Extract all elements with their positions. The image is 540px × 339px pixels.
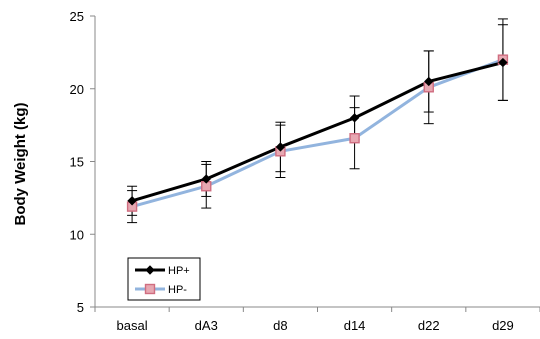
x-tick-label: d8: [273, 318, 287, 333]
x-tick-label: dA3: [195, 318, 218, 333]
series-line-hp-plus: [132, 63, 503, 201]
data-point-hp-minus: [350, 134, 359, 143]
series-layer: [127, 19, 508, 223]
x-tick-label: d29: [492, 318, 514, 333]
y-tick-label: 5: [77, 300, 84, 315]
y-tick-label: 20: [70, 82, 84, 97]
y-tick-label: 10: [70, 227, 84, 242]
y-axis-title: Body Weight (kg): [12, 102, 29, 225]
legend-label: HP-: [168, 284, 187, 296]
legend-swatch-marker: [146, 285, 155, 294]
x-tick-label: basal: [117, 318, 148, 333]
y-tick-label: 25: [70, 9, 84, 24]
legend-label: HP+: [168, 265, 190, 277]
x-tick-label: d14: [344, 318, 366, 333]
y-tick-label: 15: [70, 155, 84, 170]
legend: HP+ HP-: [128, 258, 200, 300]
x-tick-label: d22: [418, 318, 440, 333]
